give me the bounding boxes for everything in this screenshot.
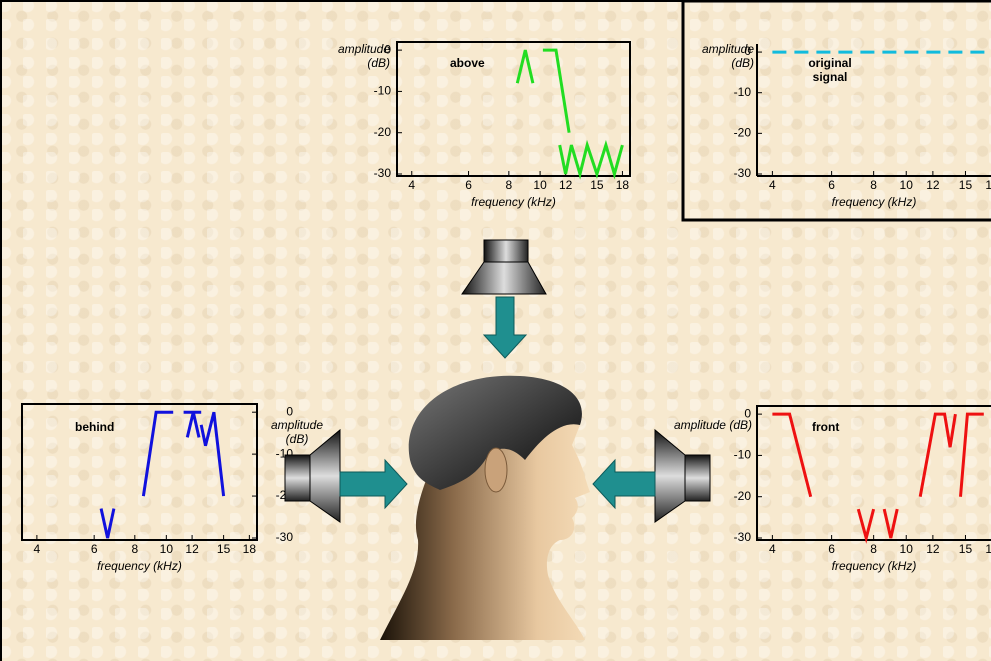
x-tick-label: 8 — [131, 542, 138, 556]
speaker-magnet — [685, 455, 710, 501]
speaker-magnet — [484, 240, 528, 262]
x-tick-label: 12 — [559, 178, 573, 192]
x-axis-label: frequency (kHz) — [814, 195, 934, 209]
x-tick-label: 18 — [243, 542, 257, 556]
speaker-cone — [655, 430, 685, 522]
speaker-magnet — [285, 455, 310, 501]
chart-label: front — [812, 420, 872, 434]
x-tick-label: 12 — [926, 542, 940, 556]
x-tick-label: 15 — [959, 178, 973, 192]
y-tick-label: -30 — [734, 166, 752, 180]
x-tick-label: 10 — [533, 178, 547, 192]
series-line — [772, 414, 983, 538]
x-axis-label: frequency (kHz) — [454, 195, 574, 209]
x-tick-label: 4 — [769, 542, 776, 556]
x-axis-label: frequency (kHz) — [80, 559, 200, 573]
x-tick-label: 15 — [217, 542, 231, 556]
ear — [485, 448, 507, 492]
x-tick-label: 8 — [870, 542, 877, 556]
speaker-cone — [462, 262, 546, 294]
x-tick-label: 4 — [408, 178, 415, 192]
x-tick-label: 6 — [828, 178, 835, 192]
y-axis-label: amplitude (dB) — [676, 42, 754, 70]
y-tick-label: -20 — [734, 126, 752, 140]
screen: 0-10-20-30468101215180-10-20-30468101215… — [0, 0, 991, 661]
plot-frame — [397, 42, 630, 176]
y-tick-label: -30 — [276, 530, 294, 544]
y-axis-label: amplitude (dB) — [312, 42, 390, 70]
series-line — [517, 50, 622, 174]
chart-label: above — [450, 56, 510, 70]
x-tick-label: 15 — [590, 178, 604, 192]
y-tick-label: -30 — [734, 530, 752, 544]
y-tick-label: -10 — [374, 84, 392, 98]
x-axis-label: frequency (kHz) — [814, 559, 934, 573]
x-tick-label: 6 — [828, 542, 835, 556]
x-tick-label: 6 — [91, 542, 98, 556]
y-axis-label: amplitude (dB) — [672, 418, 752, 432]
x-tick-label: 8 — [505, 178, 512, 192]
arrow-right — [340, 460, 407, 508]
x-tick-label: 18 — [616, 178, 630, 192]
x-tick-label: 4 — [769, 178, 776, 192]
y-tick-label: -20 — [734, 489, 752, 503]
x-tick-label: 12 — [926, 178, 940, 192]
y-tick-label: -30 — [374, 166, 392, 180]
x-tick-label: 10 — [900, 178, 914, 192]
x-tick-label: 18 — [985, 542, 991, 556]
y-axis-label: amplitude (dB) — [262, 418, 332, 446]
original-frame — [683, 1, 991, 220]
arrow-down — [484, 297, 526, 358]
chart-label: behind — [75, 420, 135, 434]
x-tick-label: 4 — [34, 542, 41, 556]
y-tick-label: -20 — [374, 125, 392, 139]
x-tick-label: 10 — [160, 542, 174, 556]
y-tick-label: -10 — [734, 85, 752, 99]
chart-label: original signal — [800, 56, 860, 84]
x-tick-label: 12 — [185, 542, 199, 556]
x-tick-label: 15 — [959, 542, 973, 556]
x-tick-label: 8 — [870, 178, 877, 192]
decorations — [285, 240, 710, 640]
arrow-left — [593, 460, 655, 508]
x-tick-label: 6 — [465, 178, 472, 192]
x-tick-label: 18 — [985, 178, 991, 192]
y-tick-label: -10 — [734, 448, 752, 462]
x-tick-label: 10 — [900, 542, 914, 556]
y-tick-label: 0 — [286, 404, 293, 418]
